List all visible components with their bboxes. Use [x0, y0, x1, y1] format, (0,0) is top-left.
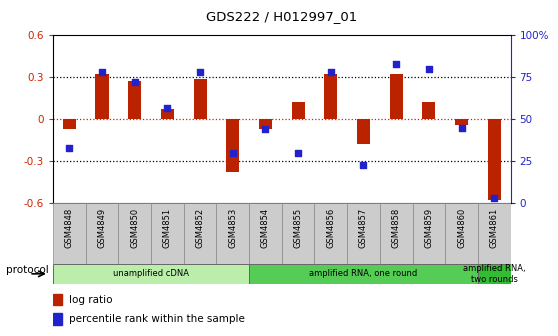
- Point: [65, 145, 74, 151]
- Bar: [128, 81, 141, 119]
- Text: GSM4861: GSM4861: [490, 208, 499, 248]
- Bar: [53, 264, 249, 284]
- Bar: [412, 203, 445, 264]
- Text: log ratio: log ratio: [69, 295, 113, 304]
- Bar: [217, 203, 249, 264]
- Bar: [226, 119, 239, 172]
- Text: GSM4859: GSM4859: [425, 208, 434, 248]
- Bar: [389, 74, 403, 119]
- Point: [261, 127, 270, 132]
- Text: GSM4856: GSM4856: [326, 208, 335, 248]
- Text: unamplified cDNA: unamplified cDNA: [113, 269, 189, 278]
- Bar: [259, 119, 272, 129]
- Text: amplified RNA,
two rounds: amplified RNA, two rounds: [463, 264, 526, 284]
- Point: [326, 70, 335, 75]
- Point: [163, 105, 172, 110]
- Bar: [249, 264, 478, 284]
- Bar: [249, 203, 282, 264]
- Bar: [95, 75, 109, 119]
- Bar: [347, 203, 380, 264]
- Bar: [455, 119, 468, 125]
- Text: GSM4852: GSM4852: [196, 208, 205, 248]
- Text: percentile rank within the sample: percentile rank within the sample: [69, 314, 245, 324]
- Text: GSM4851: GSM4851: [163, 208, 172, 248]
- Bar: [53, 294, 62, 305]
- Point: [359, 162, 368, 167]
- Bar: [86, 203, 118, 264]
- Bar: [357, 119, 370, 144]
- Bar: [478, 264, 511, 284]
- Bar: [422, 102, 435, 119]
- Point: [98, 70, 107, 75]
- Point: [425, 66, 434, 72]
- Text: amplified RNA, one round: amplified RNA, one round: [309, 269, 417, 278]
- Point: [294, 150, 302, 156]
- Text: GSM4855: GSM4855: [294, 208, 302, 248]
- Point: [130, 80, 139, 85]
- Bar: [161, 110, 174, 119]
- Bar: [63, 119, 76, 129]
- Text: GSM4850: GSM4850: [130, 208, 139, 248]
- Text: GSM4858: GSM4858: [392, 208, 401, 248]
- Bar: [315, 203, 347, 264]
- Bar: [488, 119, 501, 200]
- Point: [457, 125, 466, 130]
- Point: [228, 150, 237, 156]
- Point: [196, 70, 205, 75]
- Text: GSM4860: GSM4860: [457, 208, 466, 248]
- Text: GSM4854: GSM4854: [261, 208, 270, 248]
- Point: [490, 196, 499, 201]
- Bar: [292, 102, 305, 119]
- Bar: [53, 313, 62, 325]
- Text: GSM4849: GSM4849: [98, 208, 107, 248]
- Bar: [324, 75, 338, 119]
- Bar: [151, 203, 184, 264]
- Bar: [282, 203, 315, 264]
- Bar: [184, 203, 217, 264]
- Text: GSM4853: GSM4853: [228, 208, 237, 248]
- Bar: [194, 79, 206, 119]
- Text: GSM4857: GSM4857: [359, 208, 368, 248]
- Bar: [478, 203, 511, 264]
- Bar: [445, 203, 478, 264]
- Bar: [380, 203, 412, 264]
- Bar: [53, 203, 86, 264]
- Text: protocol: protocol: [6, 265, 49, 276]
- Text: GSM4848: GSM4848: [65, 208, 74, 248]
- Text: GDS222 / H012997_01: GDS222 / H012997_01: [206, 10, 358, 23]
- Bar: [118, 203, 151, 264]
- Point: [392, 61, 401, 67]
